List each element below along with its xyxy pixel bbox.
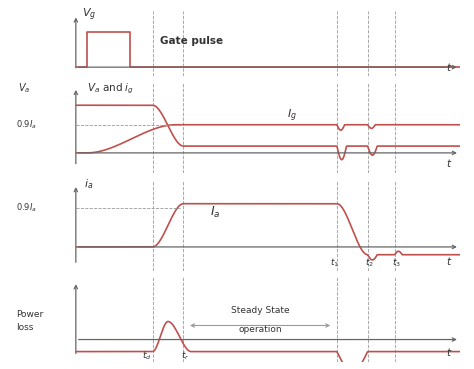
- Text: $0.9I_a$: $0.9I_a$: [16, 201, 37, 214]
- Text: $t_2$: $t_2$: [365, 256, 374, 269]
- Text: Steady State: Steady State: [231, 306, 290, 315]
- Text: $I_g$: $I_g$: [287, 108, 297, 124]
- Text: $V_a$ and $i_g$: $V_a$ and $i_g$: [87, 82, 135, 96]
- Text: $t_3$: $t_3$: [392, 256, 401, 269]
- Text: $t_1$: $t_1$: [330, 256, 339, 269]
- Text: $V_a$: $V_a$: [18, 82, 31, 96]
- Text: loss: loss: [16, 323, 34, 331]
- Text: Power: Power: [16, 310, 44, 320]
- Text: t: t: [447, 63, 450, 73]
- Text: $t_d$: $t_d$: [142, 349, 152, 362]
- Text: t: t: [447, 348, 450, 358]
- Text: t: t: [447, 257, 450, 267]
- Text: $i_a$: $i_a$: [83, 177, 93, 191]
- Text: $V_g$: $V_g$: [82, 7, 96, 23]
- Text: $0.9I_a$: $0.9I_a$: [16, 118, 37, 131]
- Text: $t_r$: $t_r$: [181, 349, 190, 362]
- Text: Gate pulse: Gate pulse: [160, 37, 223, 46]
- Text: $I_a$: $I_a$: [210, 205, 221, 220]
- Text: t: t: [447, 159, 450, 169]
- Text: operation: operation: [238, 325, 282, 334]
